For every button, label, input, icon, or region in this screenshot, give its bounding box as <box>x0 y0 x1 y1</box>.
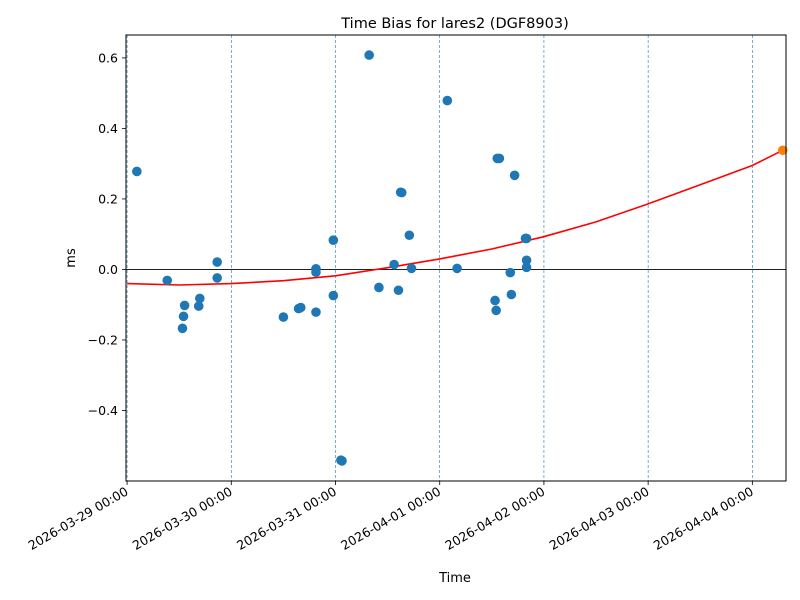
x-tick-label-1: 2026-03-30 00:00 <box>130 484 235 553</box>
vertical-grid <box>126 35 753 481</box>
data-point-5 <box>193 301 204 311</box>
data-point-27 <box>442 95 453 106</box>
x-tick-label-3: 2026-04-01 00:00 <box>338 484 443 553</box>
data-point-21 <box>389 259 399 270</box>
extra-point-0 <box>777 145 788 156</box>
plot-frame <box>125 34 787 482</box>
data-point-26 <box>406 263 417 274</box>
data-point-3 <box>178 311 189 322</box>
data-point-32 <box>494 153 505 164</box>
data-point-22 <box>393 285 404 296</box>
y-tick-label-2: 0.2 <box>98 191 118 206</box>
y-axis-label: ms <box>64 248 79 268</box>
data-point-6 <box>195 293 205 304</box>
data-point-38 <box>521 255 532 266</box>
data-point-29 <box>490 295 500 306</box>
data-point-19 <box>364 50 374 60</box>
data-point-9 <box>278 312 289 322</box>
data-point-18 <box>337 456 347 466</box>
y-tick-label-5: −0.4 <box>88 403 118 418</box>
data-point-7 <box>212 257 222 267</box>
x-tick-label-4: 2026-04-02 00:00 <box>442 484 547 553</box>
x-tick-label-2: 2026-03-31 00:00 <box>234 484 339 553</box>
data-points <box>132 50 532 466</box>
y-tick-label-1: 0.4 <box>98 121 118 136</box>
fit-curve <box>127 149 784 286</box>
y-axis-ticks: 0.6 0.4 0.2 0.0 −0.2 −0.4 <box>88 50 126 418</box>
data-point-11 <box>295 302 306 313</box>
x-tick-label-5: 2026-04-03 00:00 <box>547 484 652 553</box>
data-point-37 <box>521 233 532 244</box>
data-point-4 <box>179 300 190 311</box>
chart-title: Time Bias for lares2 (DGF8903) <box>340 16 569 32</box>
data-point-28 <box>452 263 462 274</box>
data-point-0 <box>132 166 142 177</box>
data-point-25 <box>404 230 415 241</box>
x-tick-label-0: 2026-03-29 00:00 <box>26 484 131 553</box>
y-tick-label-0: 0.6 <box>98 50 118 65</box>
data-point-39 <box>521 262 532 273</box>
data-point-30 <box>491 305 501 316</box>
data-point-1 <box>162 275 173 286</box>
data-point-14 <box>311 267 321 278</box>
data-point-33 <box>505 267 516 278</box>
data-point-15 <box>328 235 339 245</box>
y-tick-label-3: 0.0 <box>98 262 118 277</box>
x-axis-label: Time <box>438 571 471 586</box>
data-point-34 <box>506 289 517 300</box>
extra-points <box>777 145 788 156</box>
y-tick-label-4: −0.2 <box>88 332 118 347</box>
data-point-8 <box>212 273 222 283</box>
data-point-16 <box>328 290 339 301</box>
data-point-2 <box>177 323 188 334</box>
data-point-12 <box>311 307 321 317</box>
data-point-35 <box>509 170 520 181</box>
data-point-24 <box>396 187 407 198</box>
data-point-20 <box>374 282 384 293</box>
x-axis-ticks: 2026-03-29 00:00 2026-03-30 00:00 2026-03-… <box>26 481 756 553</box>
x-tick-label-6: 2026-04-04 00:00 <box>651 484 756 553</box>
